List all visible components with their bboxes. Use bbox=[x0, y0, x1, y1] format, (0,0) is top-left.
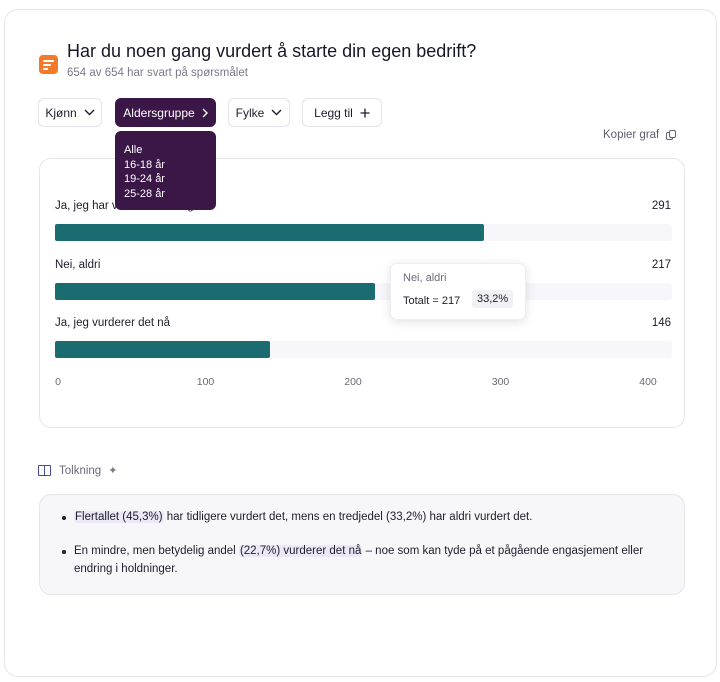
interpretation-label: Tolkning bbox=[59, 464, 102, 477]
interpretation-bullet: En mindre, men betydelig andel (22,7%) v… bbox=[62, 543, 644, 578]
x-tick-label: 300 bbox=[491, 376, 510, 388]
add-filter-button[interactable]: Legg til bbox=[302, 98, 382, 127]
age-option-all[interactable]: Alle bbox=[124, 144, 143, 156]
filter-county-label: Fylke bbox=[235, 105, 265, 120]
bar-value-label: 146 bbox=[651, 317, 671, 329]
bar[interactable] bbox=[55, 341, 271, 358]
tooltip-total: Totalt = 217 bbox=[403, 295, 461, 307]
highlight: Flertallet (45,3%) bbox=[74, 511, 164, 523]
copy-graph-label: Kopier graf bbox=[603, 129, 660, 141]
plus-icon bbox=[360, 108, 370, 117]
bar-label: Nei, aldri bbox=[55, 259, 101, 271]
x-tick-label: 100 bbox=[196, 376, 215, 388]
bullet-text: En mindre, men betydelig andel bbox=[74, 545, 239, 557]
bar[interactable] bbox=[55, 224, 485, 241]
filter-gender-button[interactable]: Kjønn bbox=[38, 98, 102, 127]
interpretation-header: Tolkning ✦ bbox=[38, 464, 117, 477]
interpretation-card bbox=[39, 494, 685, 595]
x-tick-label: 400 bbox=[639, 376, 657, 388]
question-list-icon bbox=[39, 55, 58, 74]
interpretation-bullet: Flertallet (45,3%) har tidligere vurdert… bbox=[62, 509, 644, 527]
filter-county-button[interactable]: Fylke bbox=[228, 98, 290, 127]
filter-age-button[interactable]: Aldersgruppe bbox=[115, 98, 216, 127]
age-option-25-28[interactable]: 25-28 år bbox=[124, 187, 165, 200]
filter-gender-label: Kjønn bbox=[45, 105, 77, 120]
highlight: (22,7%) vurderer det nå bbox=[238, 545, 363, 557]
add-filter-label: Legg til bbox=[314, 105, 353, 120]
bar-value-label: 291 bbox=[651, 200, 671, 212]
copy-icon bbox=[666, 130, 677, 140]
bar[interactable] bbox=[55, 283, 376, 300]
bar-label: Ja, jeg vurderer det nå bbox=[55, 317, 171, 329]
tooltip-category: Nei, aldri bbox=[403, 272, 447, 284]
age-option-16-18[interactable]: 16-18 år bbox=[124, 158, 165, 171]
chevron-down-icon bbox=[84, 109, 95, 116]
chevron-right-icon bbox=[202, 108, 208, 117]
age-option-19-24[interactable]: 19-24 år bbox=[124, 173, 165, 185]
tooltip-percent: 33,2% bbox=[472, 290, 514, 308]
bullet-text: har tidligere vurdert det, mens en tredj… bbox=[163, 511, 533, 523]
copy-graph-button[interactable]: Kopier graf bbox=[603, 129, 677, 141]
sparkle-icon: ✦ bbox=[108, 465, 118, 477]
book-icon bbox=[38, 465, 52, 476]
question-title: Har du noen gang vurdert å starte din eg… bbox=[67, 41, 477, 61]
age-group-dropdown: Alle 16-18 år 19-24 år 25-28 år bbox=[115, 131, 216, 210]
bar-track bbox=[55, 341, 672, 358]
bar-track bbox=[55, 283, 672, 300]
x-tick-label: 0 bbox=[55, 376, 61, 388]
chart-tooltip: Nei, aldri Totalt = 217 33,2% bbox=[390, 263, 526, 320]
bullet-text: – noe som kan tyde på et pågående engasj… bbox=[74, 545, 644, 575]
bar-value-label: 217 bbox=[651, 259, 671, 271]
answered-count: 654 av 654 har svart på spørsmålet bbox=[67, 67, 248, 79]
chevron-down-icon bbox=[271, 109, 282, 116]
filter-age-label: Aldersgruppe bbox=[123, 105, 195, 120]
x-tick-label: 200 bbox=[344, 376, 362, 388]
bar-track bbox=[55, 224, 672, 241]
